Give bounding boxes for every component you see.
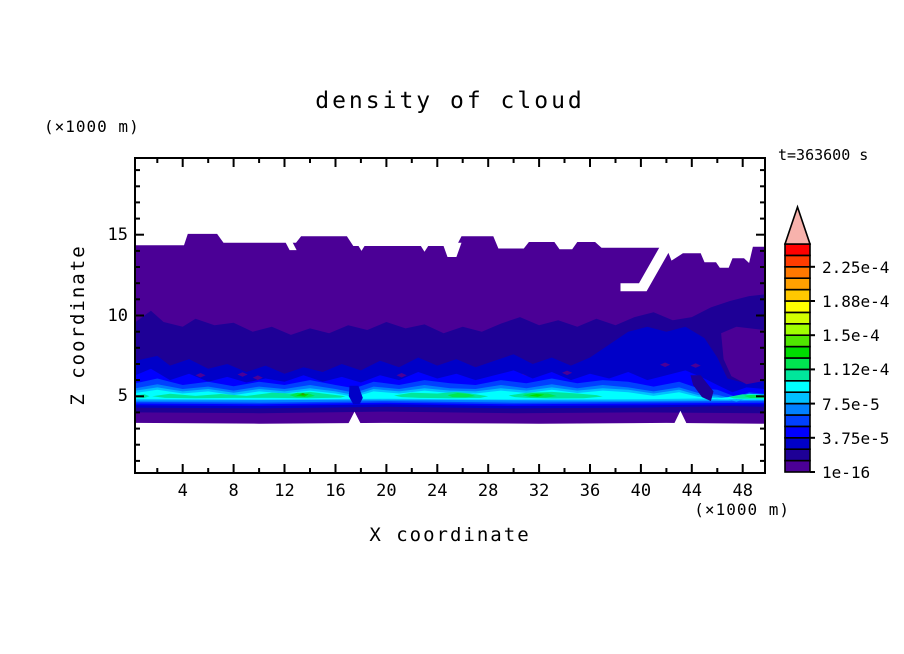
colorbar-segment-14 (784, 300, 811, 314)
colorbar-segment-17 (784, 265, 811, 279)
region-violet-specks (252, 375, 263, 380)
region-white-slash-d (620, 242, 675, 292)
colorbar-segment-15 (784, 288, 811, 302)
colorbar-segment-3 (784, 425, 811, 439)
region-indigo-wedge (690, 375, 714, 402)
colorbar-segment-10 (784, 345, 811, 359)
time-annotation: t=363600 s (778, 146, 869, 164)
x-axis-title: X coordinate (369, 524, 531, 546)
x-tick-label-36: 36 (579, 481, 601, 501)
region-violet-specks (396, 373, 407, 378)
x-tick-label-44: 44 (681, 481, 703, 501)
colorbar-label-1.12e-4: 1.12e-4 (822, 360, 890, 380)
colorbar-label-1.5e-4: 1.5e-4 (822, 326, 880, 346)
contour-field (135, 233, 765, 426)
plot-title: density of cloud (315, 88, 585, 114)
colorbar-segment-12 (784, 322, 811, 336)
colorbar-segment-4 (784, 414, 811, 428)
axis-ticks (135, 158, 765, 473)
x-tick-label-40: 40 (630, 481, 652, 501)
colorbar-overflow-arrow (783, 204, 812, 245)
region-white-notch-c (442, 242, 462, 257)
x-tick-label-8: 8 (228, 481, 239, 501)
x-tick-label-20: 20 (376, 481, 397, 501)
region-green-2 (447, 393, 476, 398)
region-darkblue-wedge (348, 385, 363, 405)
z-tick-label-10: 10 (107, 305, 128, 326)
region-violet-specks (237, 372, 248, 377)
x-tick-label-28: 28 (477, 481, 499, 501)
colorbar-label-1e-16: 1e-16 (822, 463, 871, 482)
colorbar-segment-2 (784, 436, 811, 450)
colorbar-segment-7 (784, 379, 811, 393)
region-green-core-3 (528, 394, 545, 397)
region-white-notch-b (418, 242, 431, 252)
x-tick-label-24: 24 (427, 481, 448, 501)
region-violet-tongue-right (721, 326, 765, 385)
x-tick-label-48: 48 (732, 481, 753, 501)
colorbar-segment-0 (784, 459, 811, 473)
region-violet-specks (690, 363, 701, 368)
colorbar-segment-8 (784, 368, 811, 382)
colorbar-segment-11 (784, 334, 811, 348)
region-green-core-1 (296, 393, 309, 397)
region-violet-specks (195, 373, 206, 378)
region-white-base-notch-1 (347, 411, 362, 426)
colorbar-label-7.5e-5: 7.5e-5 (822, 394, 880, 414)
x-axis-unit-label: (×1000 m) (694, 500, 790, 519)
colorbar-segment-1 (784, 448, 811, 462)
colorbar-segment-16 (784, 277, 811, 291)
z-tick-label-15: 15 (107, 224, 128, 245)
colorbar-label-2.25e-4: 2.25e-4 (822, 257, 890, 277)
region-white-slit-a (284, 240, 297, 251)
colorbar-segment-18 (784, 254, 811, 268)
region-white-base-notch-2 (673, 410, 688, 426)
x-tick-label-16: 16 (325, 481, 346, 501)
colorbar-label-1.88e-4: 1.88e-4 (822, 292, 890, 311)
colorbar-label-3.75e-5: 3.75e-5 (822, 428, 890, 448)
region-white-notch-e (357, 243, 366, 251)
colorbar-segment-9 (784, 357, 811, 371)
colorbar-segment-13 (784, 311, 811, 325)
x-tick-label-4: 4 (177, 481, 188, 501)
colorbar-segment-19 (784, 243, 811, 257)
region-violet-specks (660, 362, 671, 367)
z-axis-unit-label: (×1000 m) (44, 117, 140, 136)
region-violet-specks (562, 370, 573, 376)
colorbar-segment-5 (784, 402, 811, 416)
x-tick-label-12: 12 (274, 481, 295, 501)
region-green-dot (300, 393, 306, 396)
z-tick-label-5: 5 (117, 386, 128, 407)
x-tick-label-32: 32 (528, 481, 550, 501)
colorbar (783, 204, 815, 473)
colorbar-segment-6 (784, 391, 811, 405)
